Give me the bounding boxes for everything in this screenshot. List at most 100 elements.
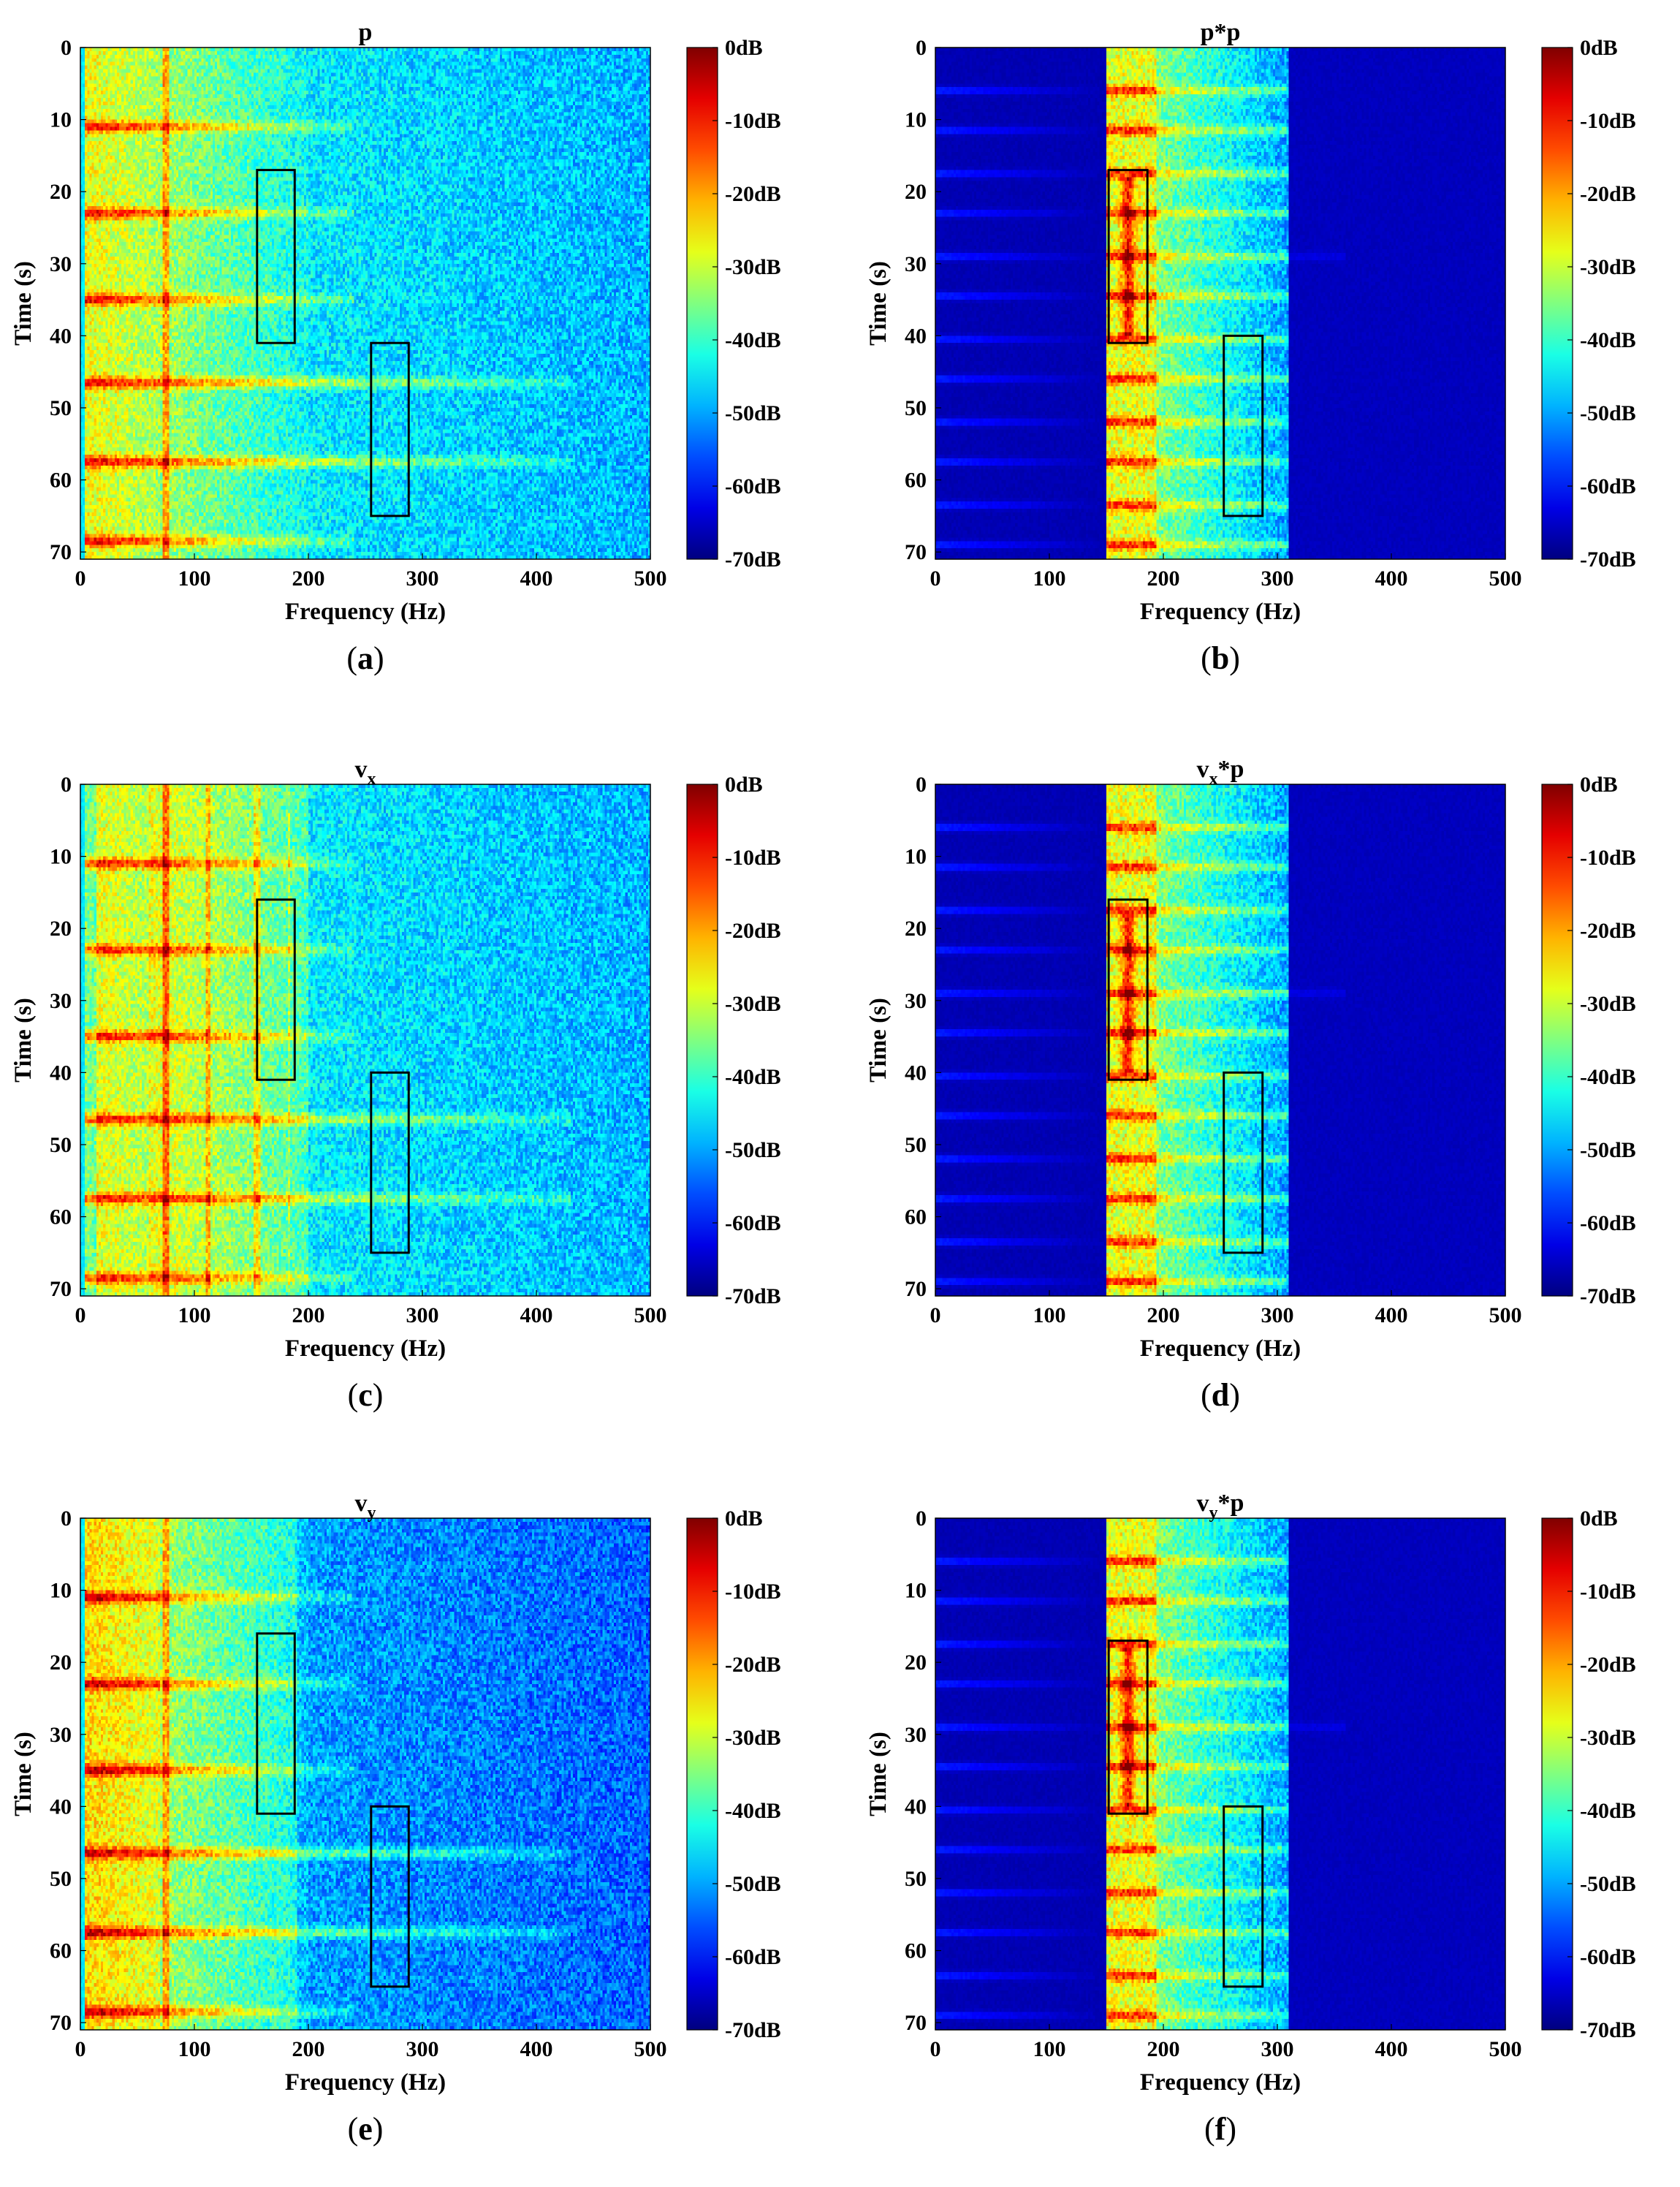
colorbar-tick-label: -50dB — [725, 1138, 781, 1162]
colorbar-tick-label: -70dB — [1580, 547, 1636, 572]
y-tick-label: 0 — [61, 773, 72, 797]
x-tick-label: 100 — [178, 2037, 211, 2061]
colorbar-tick-label: -30dB — [1580, 1726, 1636, 1750]
colorbar-tick-label: -10dB — [1580, 109, 1636, 133]
x-tick-label: 0 — [930, 1303, 941, 1327]
title-main: v — [1197, 756, 1209, 783]
x-tick-label: 300 — [406, 1303, 439, 1327]
highlight-box — [1107, 898, 1149, 1081]
y-tick-label: 20 — [50, 180, 72, 204]
x-tick-label: 200 — [292, 2037, 325, 2061]
x-tick-label: 400 — [1375, 1303, 1408, 1327]
panel-title: vx*p — [1197, 756, 1244, 789]
colorbar-tick-label: -60dB — [1580, 1211, 1636, 1235]
colorbar-tick-label: -10dB — [1580, 1580, 1636, 1604]
x-tick-label: 500 — [1489, 566, 1522, 591]
x-tick-label: 200 — [292, 1303, 325, 1327]
highlight-box — [1107, 1640, 1149, 1815]
y-tick-label: 60 — [905, 1939, 927, 1963]
y-tick-label: 0 — [61, 1506, 72, 1531]
colorbar — [1541, 1517, 1573, 2031]
x-tick-label: 0 — [75, 566, 86, 591]
spectrogram-panel-a: p 0 100 200 300 400 500 0 10 20 30 40 50 60 70 Frequenc… — [0, 15, 826, 716]
x-tick-label: 400 — [1375, 566, 1408, 591]
colorbar-tick-label: -60dB — [725, 1945, 781, 1969]
caption-letter: e — [358, 2111, 373, 2147]
colorbar-tick-label: 0dB — [725, 1506, 763, 1531]
panel-title: p — [359, 19, 373, 46]
colorbar-tick-label: -60dB — [725, 1211, 781, 1235]
y-tick-label: 10 — [50, 1579, 72, 1603]
x-tick-label: 300 — [1261, 566, 1294, 591]
title-main: v — [355, 756, 368, 783]
y-tick-label: 30 — [905, 989, 927, 1013]
x-tick-label: 100 — [1033, 2037, 1066, 2061]
spectrogram-heatmap — [935, 1518, 1505, 2030]
caption-letter: c — [358, 1377, 373, 1413]
colorbar — [1541, 47, 1573, 560]
colorbar-tick-label: -70dB — [725, 1284, 781, 1308]
colorbar-tick-label: 0dB — [1580, 1506, 1618, 1531]
colorbar-tick-label: -70dB — [725, 547, 781, 572]
plot-frame — [935, 47, 1506, 560]
title-main: p*p — [1201, 19, 1241, 46]
y-tick-label: 10 — [50, 845, 72, 869]
y-tick-label: 30 — [905, 252, 927, 276]
colorbar-tick-label: -20dB — [725, 1653, 781, 1677]
highlight-box — [1223, 334, 1264, 518]
y-tick-label: 40 — [50, 1794, 72, 1819]
title-main: v — [1197, 1490, 1209, 1517]
colorbar-tick-label: -40dB — [1580, 328, 1636, 352]
spectrogram-svg-e: vy 0 100 200 300 400 500 0 10 20 30 40 50 60 70 Frequen… — [10, 1490, 781, 2096]
x-tick-label: 500 — [634, 1303, 667, 1327]
highlight-box — [370, 1805, 410, 1988]
y-tick-label: 10 — [50, 108, 72, 132]
colorbar-tick-label: -40dB — [725, 1065, 781, 1089]
y-tick-label: 50 — [50, 1133, 72, 1157]
y-axis-label: Time (s) — [10, 998, 37, 1083]
panel-title: vy*p — [1197, 1490, 1244, 1523]
y-tick-label: 70 — [905, 2011, 927, 2035]
x-axis-label: Frequency (Hz) — [285, 2069, 446, 2096]
x-tick-label: 200 — [1147, 1303, 1180, 1327]
y-tick-label: 60 — [905, 469, 927, 493]
spectrogram-panel-c: vx 0 100 200 300 400 500 0 10 20 30 40 50 60 70 Frequen… — [0, 751, 826, 1453]
x-tick-label: 100 — [1033, 566, 1066, 591]
spectrogram-heatmap — [935, 48, 1505, 559]
colorbar — [1541, 784, 1573, 1297]
x-axis-label: Frequency (Hz) — [285, 599, 446, 625]
y-tick-label: 70 — [50, 2011, 72, 2035]
highlight-box — [370, 341, 410, 518]
colorbar-tick-label: -10dB — [725, 109, 781, 133]
y-tick-label: 30 — [905, 1723, 927, 1747]
colorbar-tick-label: -60dB — [1580, 1945, 1636, 1969]
y-tick-label: 60 — [50, 1205, 72, 1229]
plot-frame — [935, 1517, 1506, 2031]
colorbar-tick-label: 0dB — [725, 36, 763, 60]
spectrogram-heatmap — [935, 784, 1505, 1296]
panel-title: p*p — [1201, 19, 1241, 46]
title-subscript: x — [368, 770, 376, 789]
colorbar-tick-label: -70dB — [1580, 2018, 1636, 2042]
x-tick-label: 400 — [520, 566, 553, 591]
plot-frame — [80, 47, 651, 560]
title-suffix: *p — [1218, 1490, 1244, 1517]
plot-frame — [80, 1517, 651, 2031]
spectrogram-svg-d: vx*p 0 100 200 300 400 500 0 10 20 30 40 50 60 70 Frequ… — [865, 756, 1636, 1362]
x-tick-label: 300 — [406, 566, 439, 591]
y-tick-label: 0 — [916, 773, 927, 797]
highlight-box — [1223, 1071, 1264, 1254]
colorbar-tick-label: -20dB — [1580, 1653, 1636, 1677]
y-tick-label: 0 — [916, 1506, 927, 1531]
spectrogram-panel-f: vy*p 0 100 200 300 400 500 0 10 20 30 40 50 60 70 Frequ… — [855, 1485, 1680, 2187]
caption-letter: f — [1215, 2111, 1226, 2147]
x-tick-label: 200 — [1147, 2037, 1180, 2061]
spectrogram-panel-e: vy 0 100 200 300 400 500 0 10 20 30 40 50 60 70 Frequen… — [0, 1485, 826, 2187]
caption-letter: a — [357, 640, 373, 676]
colorbar-tick-label: -50dB — [725, 1872, 781, 1896]
x-tick-label: 0 — [75, 2037, 86, 2061]
title-subscript: y — [368, 1504, 376, 1523]
y-tick-label: 50 — [905, 1867, 927, 1891]
colorbar-tick-label: -50dB — [1580, 1138, 1636, 1162]
x-axis-label: Frequency (Hz) — [1140, 1335, 1301, 1362]
